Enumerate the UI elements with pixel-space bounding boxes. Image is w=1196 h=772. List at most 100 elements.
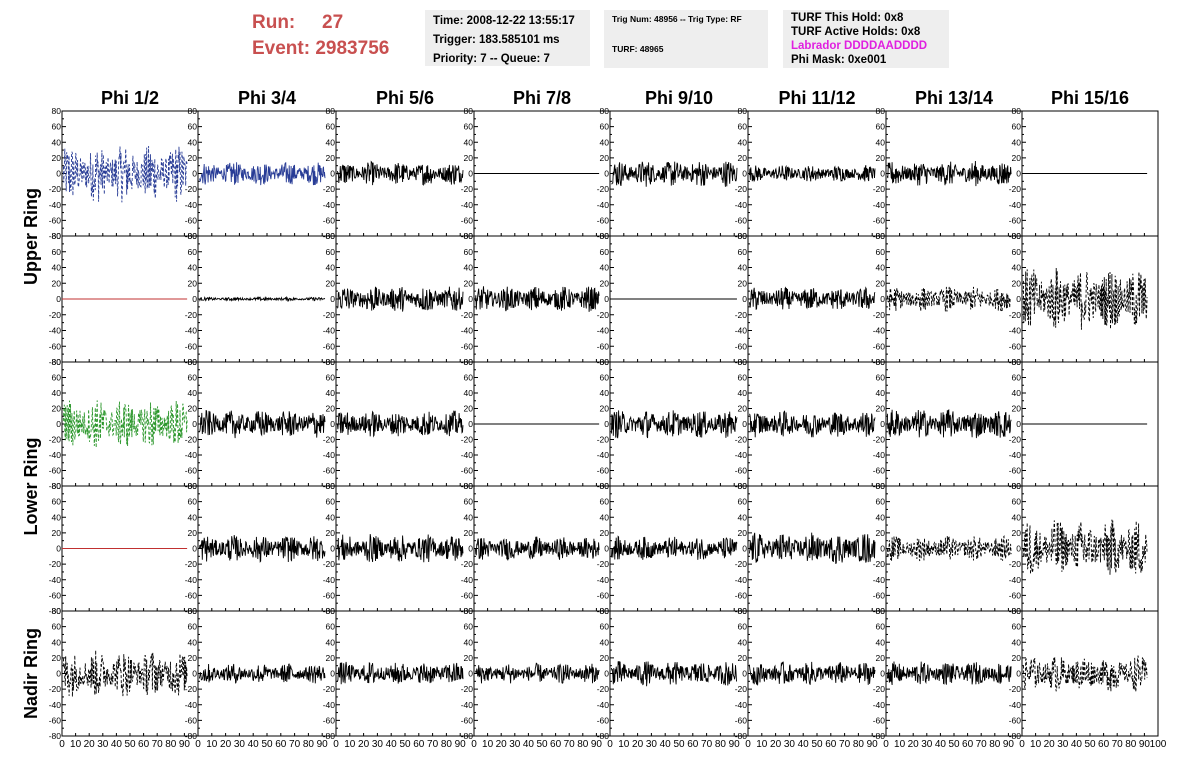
y-tick-label: 60 [1012,247,1022,257]
y-tick-label: 40 [326,637,336,647]
y-tick-label: 80 [738,106,748,116]
y-tick-label: -20 [597,559,610,569]
event-header: Run: 27 Event: 2983756 Time: 2008-12-22 1… [0,0,1196,84]
waveform-trace [62,145,188,203]
y-tick-label: -60 [185,715,198,725]
y-tick-label: -60 [461,215,474,225]
y-tick-label: 80 [600,481,610,491]
waveform-trace [886,286,1012,312]
waveform-trace [62,650,188,697]
y-tick-label: -60 [461,466,474,476]
y-tick-label: -80 [735,731,748,741]
x-tick-label: 90 [179,739,191,750]
y-tick-label: 60 [326,247,336,257]
y-tick-label: 0 [56,169,61,179]
x-tick-label: 50 [811,739,823,750]
x-tick-label: 80 [441,739,453,750]
waveform-grid-chart: Phi 1/2 Phi 3/4 Phi 5/6 Phi 7/8 Phi 9/10 Phi … [21,88,1167,750]
y-tick-label: -60 [873,715,886,725]
y-tick-label: 0 [880,419,885,429]
y-tick-label: 0 [742,419,747,429]
x-tick-label: 70 [564,739,576,750]
y-tick-label: 0 [742,169,747,179]
y-tick-label: 20 [738,528,748,538]
y-tick-label: 40 [600,512,610,522]
y-tick-label: 80 [464,231,474,241]
y-tick-label: 80 [876,106,886,116]
x-tick-label: 10 [206,739,218,750]
waveform-trace [611,161,738,187]
y-tick-label: -60 [597,215,610,225]
x-tick-label: 100 [1150,739,1167,750]
y-tick-label: -40 [735,200,748,210]
time-text: Time: 2008-12-22 13:55:17 [433,15,575,27]
y-tick-label: 80 [1012,231,1022,241]
y-tick-label: 0 [468,419,473,429]
y-tick-label: -60 [323,215,336,225]
y-tick-label: -60 [185,466,198,476]
y-tick-label: 40 [876,263,886,273]
x-tick-label: 90 [729,739,741,750]
x-tick-label: 40 [660,739,672,750]
x-tick-label: 60 [687,739,699,750]
y-tick-label: -20 [461,559,474,569]
phi-mask-text: Phi Mask: 0xe001 [791,54,887,66]
y-tick-label: -40 [461,700,474,710]
x-tick-label: 60 [825,739,837,750]
y-tick-label: 60 [600,247,610,257]
y-tick-label: -60 [323,715,336,725]
y-tick-label: -40 [185,700,198,710]
x-tick-label: 60 [138,739,150,750]
y-tick-label: -40 [873,326,886,336]
y-tick-label: 80 [326,606,336,616]
y-tick-label: -20 [597,684,610,694]
y-tick-label: -20 [735,684,748,694]
y-tick-label: 20 [738,278,748,288]
y-tick-label: -60 [185,590,198,600]
y-tick-label: 0 [604,544,609,554]
y-tick-label: -40 [735,326,748,336]
y-tick-label: 40 [326,388,336,398]
y-tick-label: -60 [49,215,62,225]
y-tick-label: 60 [738,247,748,257]
y-tick-label: 20 [188,153,198,163]
y-tick-label: -60 [49,590,62,600]
turf-panel: TURF This Hold: 0x8 TURF Active Holds: 0… [783,10,949,68]
y-tick-label: 80 [52,606,62,616]
y-tick-label: -40 [461,450,474,460]
y-tick-label: 0 [468,544,473,554]
y-tick-label: -20 [49,184,62,194]
y-tick-label: -20 [185,184,198,194]
x-tick-label: 70 [839,739,851,750]
y-tick-label: -20 [873,310,886,320]
y-tick-label: 60 [738,622,748,632]
y-tick-label: 80 [326,231,336,241]
x-tick-label: 20 [84,739,96,750]
y-tick-label: -20 [185,559,198,569]
y-tick-label: -20 [597,184,610,194]
y-tick-label: 0 [56,544,61,554]
y-tick-label: 40 [876,388,886,398]
y-tick-label: 20 [326,528,336,538]
priority-text: Priority: 7 -- Queue: 7 [433,53,550,65]
waveform-trace [748,532,876,564]
y-tick-label: -40 [49,450,62,460]
run-event-box: Run: 27 Event: 2983756 [252,10,389,62]
y-tick-label: 20 [876,528,886,538]
y-tick-label: -40 [323,575,336,585]
y-tick-label: 40 [52,388,62,398]
y-tick-label: 40 [52,637,62,647]
y-tick-label: 40 [738,137,748,147]
trig-num-text: Trig Num: 48956 -- Trig Type: RF [612,14,742,24]
y-tick-label: 60 [188,622,198,632]
x-tick-label: 20 [220,739,232,750]
y-tick-label: 20 [326,404,336,414]
turf-hold-text: TURF This Hold: 0x8 [791,12,904,24]
y-tick-label: 20 [1012,153,1022,163]
y-tick-label: -60 [323,590,336,600]
column-header: Phi 1/2 [101,88,159,108]
y-tick-label: 80 [188,606,198,616]
x-tick-label: 10 [482,739,494,750]
ring-label: Upper Ring [21,188,41,285]
y-tick-label: -40 [461,326,474,336]
